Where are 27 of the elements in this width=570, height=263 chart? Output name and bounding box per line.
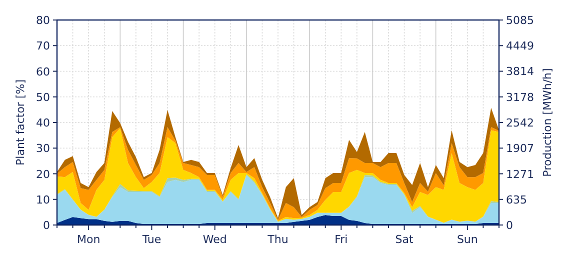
x-tick-label: Sun [456, 233, 478, 246]
y2-tick-label: 1907 [506, 142, 534, 156]
y2-tick-label: 1271 [506, 168, 534, 181]
y-tick-label: 30 [36, 142, 50, 156]
y2-tick-label: 5085 [506, 14, 534, 27]
y-tick-label: 50 [36, 90, 50, 104]
x-tick-label: Tue [141, 233, 162, 246]
y-tick-label: 0 [43, 219, 50, 232]
y-tick-label: 20 [36, 168, 50, 181]
y-axis-title: Plant factor [%] [14, 80, 27, 166]
x-tick-label: Thu [266, 233, 288, 246]
x-tick-label: Wed [202, 233, 227, 246]
y-tick-label: 70 [36, 40, 50, 53]
y2-tick-label: 3814 [506, 65, 534, 78]
y2-tick-label: 3178 [506, 90, 534, 104]
y-tick-label: 60 [36, 65, 50, 78]
x-tick-label: Mon [76, 233, 100, 246]
y2-axis-title: Production [MWh/h] [541, 68, 554, 177]
y2-tick-label: 0 [506, 219, 513, 232]
y-tick-label: 80 [36, 14, 50, 27]
x-tick-label: Sat [395, 233, 414, 246]
y-tick-label: 10 [36, 193, 50, 206]
y2-tick-label: 4449 [506, 40, 534, 53]
x-tick-label: Fri [334, 233, 348, 246]
y2-tick-label: 2542 [506, 116, 534, 130]
y2-tick-label: 635 [506, 193, 527, 206]
y-tick-label: 40 [36, 116, 50, 130]
